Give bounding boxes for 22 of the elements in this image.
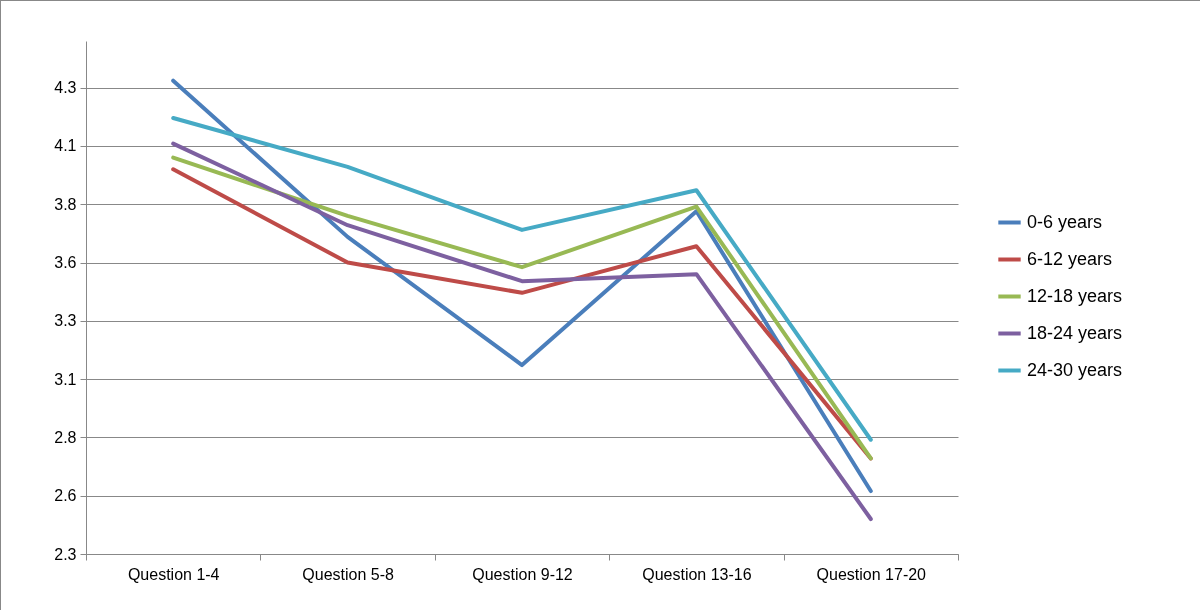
legend-label: 0-6 years bbox=[1027, 211, 1103, 232]
line-series bbox=[171, 115, 873, 442]
y-tick-label: 3.6 bbox=[54, 254, 77, 272]
y-tick-label: 4.1 bbox=[54, 137, 77, 155]
y-tick-label: 3.3 bbox=[54, 312, 77, 330]
x-tick-label: Question 9-12 bbox=[472, 565, 573, 583]
x-tick-label: Question 1-4 bbox=[127, 565, 220, 583]
legend-label: 12-18 years bbox=[1027, 285, 1123, 306]
line-series bbox=[171, 78, 873, 494]
y-tick-label: 2.6 bbox=[54, 487, 77, 505]
y-tick-label: 2.3 bbox=[54, 545, 77, 563]
x-tick-label: Question 17-20 bbox=[816, 565, 927, 583]
legend-label: 18-24 years bbox=[1027, 322, 1123, 343]
legend-label: 24-30 years bbox=[1027, 359, 1123, 380]
y-tick-label: 3.1 bbox=[54, 370, 77, 388]
line-series bbox=[171, 141, 873, 522]
x-tick-label: Question 13-16 bbox=[642, 565, 752, 583]
y-tick-label: 3.8 bbox=[54, 195, 77, 213]
x-tick-label: Question 5-8 bbox=[302, 565, 395, 583]
legend-label: 6-12 years bbox=[1027, 248, 1113, 269]
y-tick-label: 2.8 bbox=[54, 428, 77, 446]
y-tick-label: 4.3 bbox=[54, 79, 77, 97]
